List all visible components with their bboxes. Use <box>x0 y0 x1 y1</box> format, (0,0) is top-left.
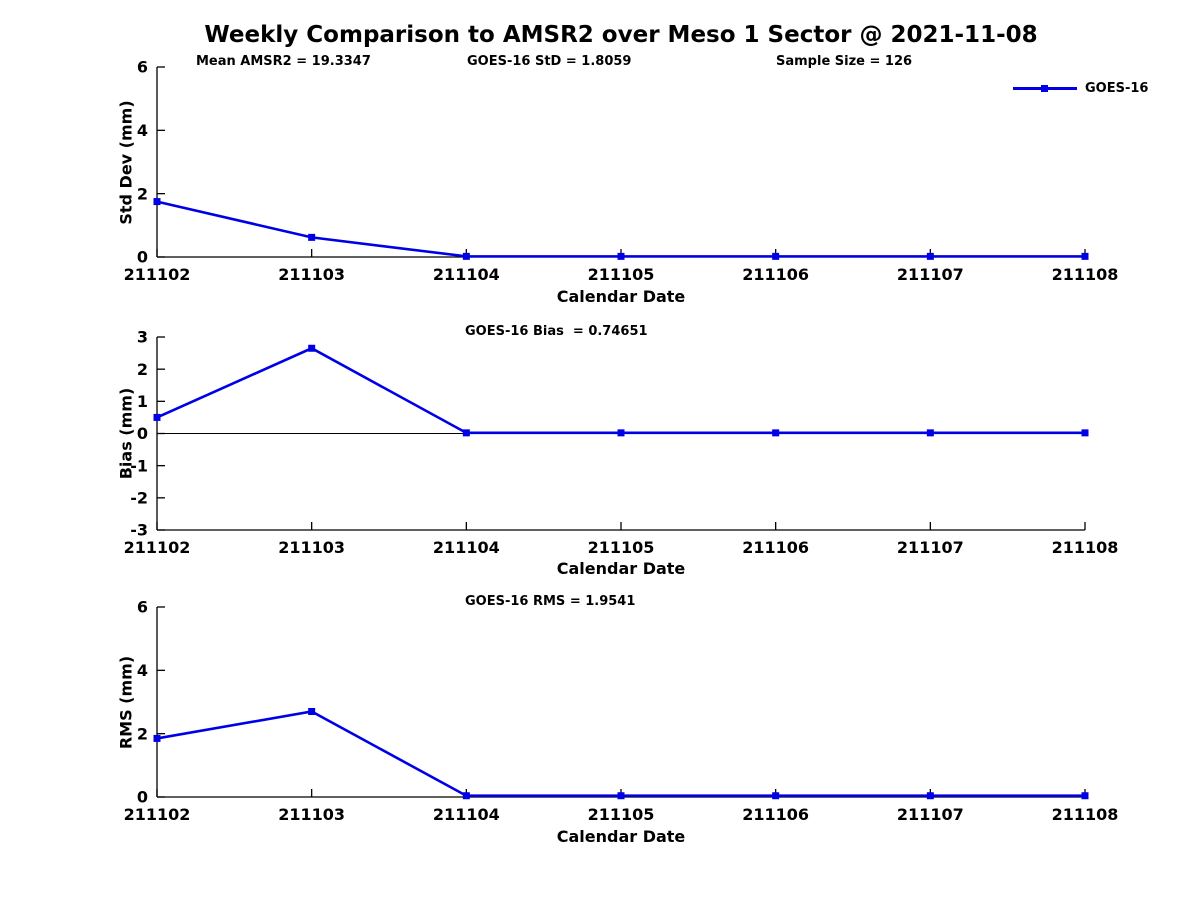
y-tick-label: 0 <box>137 424 148 443</box>
x-tick-label: 211103 <box>278 538 345 557</box>
y-tick-label: -2 <box>130 488 148 507</box>
data-marker <box>617 792 625 800</box>
legend-label: GOES-16 <box>1085 81 1149 96</box>
annotation-goes16-std: GOES-16 StD = 1.8059 <box>467 54 632 69</box>
data-marker <box>926 429 934 437</box>
x-tick-label: 211107 <box>897 805 964 824</box>
x-tick-label: 211108 <box>1052 538 1119 557</box>
y-tick-label: 4 <box>137 121 148 140</box>
x-tick-label: 211108 <box>1052 265 1119 284</box>
data-marker <box>308 344 316 352</box>
data-marker <box>617 429 625 437</box>
data-marker <box>308 233 316 241</box>
data-marker <box>153 734 161 742</box>
y-tick-label: -1 <box>130 456 148 475</box>
annotation-goes16-bias: GOES-16 Bias = 0.74651 <box>465 324 648 339</box>
y-tick-label: 3 <box>137 328 148 347</box>
x-tick-label: 211104 <box>433 538 500 557</box>
data-line <box>156 710 1085 798</box>
y-tick-label: 1 <box>137 392 148 411</box>
y-tick-label: 2 <box>137 724 148 743</box>
data-marker <box>926 792 934 800</box>
x-tick-label: 211107 <box>897 265 964 284</box>
data-marker <box>153 198 161 206</box>
x-tick-label: 211107 <box>897 538 964 557</box>
x-tick-label: 211105 <box>588 265 655 284</box>
x-tick-label: 211103 <box>278 805 345 824</box>
y-tick-label: 0 <box>137 788 148 807</box>
data-marker <box>772 792 780 800</box>
xlabel-subplot2: Calendar Date <box>556 559 686 578</box>
y-tick-label: -3 <box>130 521 148 540</box>
data-marker <box>308 708 316 715</box>
data-line <box>156 346 1085 435</box>
y-tick-label: 6 <box>137 598 148 617</box>
data-marker <box>772 429 780 437</box>
annotation-sample-size: Sample Size = 126 <box>776 54 913 69</box>
x-tick-label: 211106 <box>742 805 809 824</box>
x-tick-label: 211108 <box>1052 805 1119 824</box>
data-marker <box>926 252 934 260</box>
annotation-mean-amsr2: Mean AMSR2 = 19.3347 <box>196 54 371 69</box>
x-tick-label: 211105 <box>588 805 655 824</box>
x-tick-label: 211102 <box>124 805 191 824</box>
data-marker <box>153 413 161 421</box>
data-marker <box>1081 429 1089 437</box>
y-tick-label: 2 <box>137 184 148 203</box>
data-marker <box>462 429 470 437</box>
legend-square-marker-icon <box>1041 85 1048 92</box>
data-marker <box>1081 252 1089 260</box>
data-marker <box>1081 792 1089 800</box>
x-tick-label: 211104 <box>433 265 500 284</box>
x-tick-label: 211102 <box>124 265 191 284</box>
data-marker <box>772 252 780 260</box>
y-tick-label: 0 <box>137 248 148 267</box>
xlabel-subplot3: Calendar Date <box>556 827 686 846</box>
x-tick-label: 211103 <box>278 265 345 284</box>
legend-line-sample <box>1013 85 1077 92</box>
data-marker <box>462 792 470 800</box>
figure-title: Weekly Comparison to AMSR2 over Meso 1 S… <box>204 22 1038 48</box>
y-tick-label: 2 <box>137 360 148 379</box>
x-tick-label: 211106 <box>742 538 809 557</box>
y-tick-label: 4 <box>137 661 148 680</box>
ylabel-bias: Bias (mm) <box>116 387 136 480</box>
data-marker <box>462 252 470 260</box>
x-tick-label: 211102 <box>124 538 191 557</box>
xlabel-subplot1: Calendar Date <box>556 287 686 306</box>
data-marker <box>617 252 625 260</box>
x-tick-label: 211104 <box>433 805 500 824</box>
ylabel-rms: RMS (mm) <box>116 655 136 750</box>
x-tick-label: 211106 <box>742 265 809 284</box>
legend: GOES-16 <box>1013 81 1148 96</box>
ylabel-std-dev: Std Dev (mm) <box>116 100 136 225</box>
y-tick-label: 6 <box>137 58 148 77</box>
annotation-goes16-rms: GOES-16 RMS = 1.9541 <box>465 594 636 609</box>
x-tick-label: 211105 <box>588 538 655 557</box>
data-line <box>156 200 1085 258</box>
